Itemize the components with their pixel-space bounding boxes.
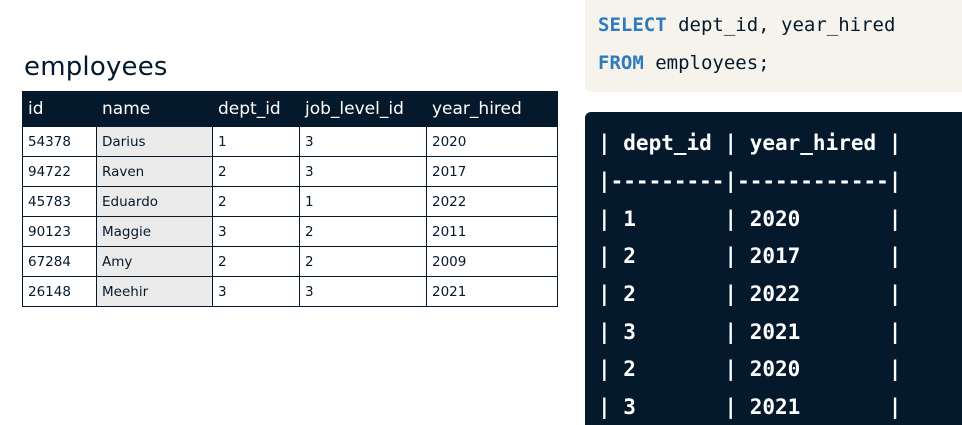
cell-job-level-id: 3: [299, 156, 427, 187]
result-separator-line: |---------|------------|: [598, 169, 902, 193]
cell-name: Maggie: [96, 216, 213, 247]
cell-id: 67284: [22, 246, 97, 277]
table-row: 26148 Meehir 3 3 2021: [22, 276, 558, 307]
employees-table: id name dept_id job_level_id year_hired …: [22, 91, 558, 307]
cell-year-hired: 2020: [426, 126, 558, 157]
column-header-job-level-id: job_level_id: [299, 91, 427, 127]
column-header-id: id: [22, 91, 97, 127]
table-header: id name dept_id job_level_id year_hired: [22, 91, 558, 127]
sql-from-line: FROM employees;: [598, 52, 770, 74]
cell-job-level-id: 2: [299, 216, 427, 247]
cell-dept-id: 3: [212, 216, 300, 247]
table-row: 67284 Amy 2 2 2009: [22, 246, 558, 277]
cell-year-hired: 2009: [426, 246, 558, 277]
table-row: 94722 Raven 2 3 2017: [22, 156, 558, 187]
table-title: employees: [24, 52, 168, 82]
cell-id: 90123: [22, 216, 97, 247]
cell-year-hired: 2017: [426, 156, 558, 187]
table-body: 54378 Darius 1 3 2020 94722 Raven 2 3 20…: [22, 126, 558, 307]
cell-year-hired: 2022: [426, 186, 558, 217]
result-row: | 2 | 2020 |: [598, 357, 902, 381]
cell-job-level-id: 3: [299, 276, 427, 307]
table-row: 45783 Eduardo 2 1 2022: [22, 186, 558, 217]
result-row: | 1 | 2020 |: [598, 207, 902, 231]
table-row: 90123 Maggie 3 2 2011: [22, 216, 558, 247]
cell-id: 45783: [22, 186, 97, 217]
sql-from-table: employees;: [643, 52, 770, 74]
sql-keyword-select: SELECT: [598, 14, 667, 36]
sql-keyword-from: FROM: [598, 52, 644, 74]
cell-job-level-id: 2: [299, 246, 427, 277]
column-header-dept-id: dept_id: [212, 91, 300, 127]
result-row: | 2 | 2017 |: [598, 244, 902, 268]
query-result-box: | dept_id | year_hired | |---------|----…: [585, 112, 962, 425]
sql-query-box: SELECT dept_id, year_hired FROM employee…: [585, 0, 962, 92]
cell-id: 26148: [22, 276, 97, 307]
cell-dept-id: 2: [212, 156, 300, 187]
column-header-year-hired: year_hired: [426, 91, 558, 127]
cell-id: 54378: [22, 126, 97, 157]
cell-dept-id: 2: [212, 246, 300, 277]
column-header-name: name: [96, 91, 213, 127]
cell-job-level-id: 3: [299, 126, 427, 157]
result-row: | 2 | 2022 |: [598, 282, 902, 306]
sql-select-line: SELECT dept_id, year_hired: [598, 14, 895, 36]
cell-name: Darius: [96, 126, 213, 157]
result-header-line: | dept_id | year_hired |: [598, 131, 902, 155]
sql-select-columns: dept_id, year_hired: [666, 14, 896, 36]
cell-name: Eduardo: [96, 186, 213, 217]
cell-dept-id: 2: [212, 186, 300, 217]
cell-name: Amy: [96, 246, 213, 277]
cell-name: Meehir: [96, 276, 213, 307]
cell-year-hired: 2011: [426, 216, 558, 247]
header-row: id name dept_id job_level_id year_hired: [22, 91, 558, 127]
cell-id: 94722: [22, 156, 97, 187]
cell-year-hired: 2021: [426, 276, 558, 307]
cell-dept-id: 3: [212, 276, 300, 307]
table-row: 54378 Darius 1 3 2020: [22, 126, 558, 157]
cell-dept-id: 1: [212, 126, 300, 157]
cell-job-level-id: 1: [299, 186, 427, 217]
cell-name: Raven: [96, 156, 213, 187]
result-row: | 3 | 2021 |: [598, 320, 902, 344]
result-row: | 3 | 2021 |: [598, 395, 902, 419]
